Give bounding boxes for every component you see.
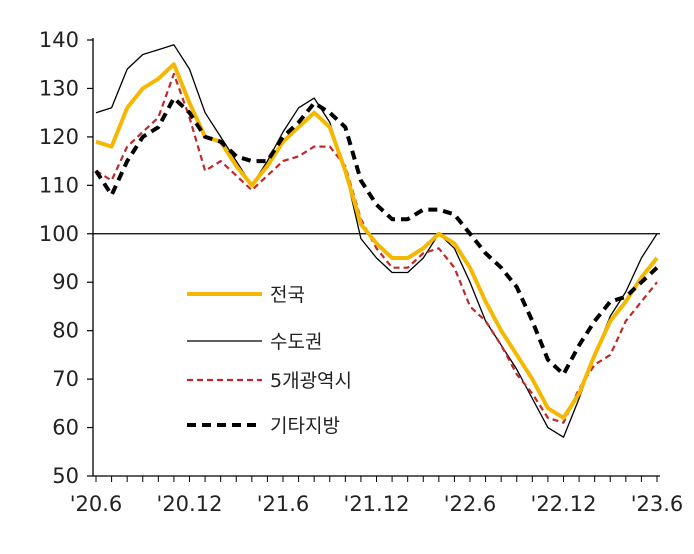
y-tick-label: 120 (39, 125, 79, 149)
y-tick-label: 130 (39, 76, 79, 100)
y-tick-label: 110 (39, 173, 79, 197)
series-line-1 (95, 44, 658, 438)
x-tick-label: '22.6 (444, 492, 497, 516)
chart-axes: 50 60 70 80 90 100 110 120 130 140 '20.6 '20.12 '21.… (39, 28, 683, 516)
legend-label-2: 5개광역시 (270, 370, 352, 392)
y-tick-label: 50 (52, 464, 79, 488)
plot-area (93, 44, 660, 438)
y-tick-label: 140 (39, 28, 79, 52)
series-line-2 (95, 72, 658, 424)
legend-label-0: 전국 (270, 284, 305, 306)
x-tick-label: '21.6 (257, 492, 310, 516)
x-tick-label: '23.6 (631, 492, 684, 516)
y-tick-label: 80 (52, 319, 79, 343)
y-tick-label: 100 (39, 222, 79, 246)
x-tick-label: '22.12 (531, 492, 597, 516)
x-tick-label: '21.12 (344, 492, 410, 516)
series-line-3 (94, 96, 659, 377)
legend-label-1: 수도권 (270, 331, 322, 353)
y-tick-label: 70 (52, 367, 79, 391)
x-tick-label: '20.6 (70, 492, 123, 516)
x-tick-label: '20.12 (157, 492, 223, 516)
series-line-0 (95, 62, 659, 420)
y-tick-label: 60 (52, 416, 79, 440)
legend-label-3: 기타지방 (270, 415, 340, 437)
y-tick-label: 90 (52, 270, 79, 294)
